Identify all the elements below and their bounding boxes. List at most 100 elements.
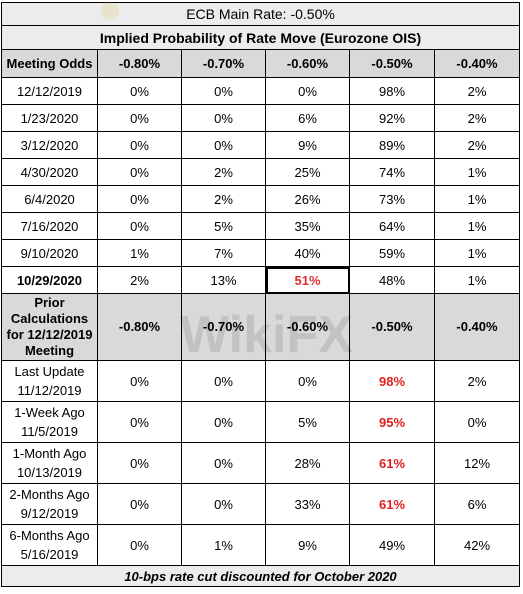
prior-label-line: 11/12/2019 <box>17 383 82 398</box>
rate-header: -0.70% <box>181 49 266 78</box>
probability-cell: 5% <box>265 401 350 443</box>
table-row: 6-Months Ago 5/16/2019 0% 1% 9% 49% 42% <box>1 524 520 566</box>
meeting-date: 10/29/2020 <box>1 266 98 294</box>
table-row: 1-Week Ago 11/5/2019 0% 0% 5% 95% 0% <box>1 401 520 443</box>
rate-header: -0.40% <box>434 293 520 361</box>
probability-cell: 13% <box>181 266 266 294</box>
probability-cell: 1% <box>434 185 520 213</box>
meeting-date: 6/4/2020 <box>1 185 98 213</box>
highlighted-probability-cell: 61% <box>349 483 435 525</box>
probability-cell: 1% <box>97 239 182 267</box>
probability-cell: 0% <box>97 104 182 132</box>
rate-header: -0.60% <box>265 49 350 78</box>
footer-note: 10-bps rate cut discounted for October 2… <box>1 565 520 587</box>
probability-cell: 49% <box>349 524 435 566</box>
prior-label: 6-Months Ago 5/16/2019 <box>1 524 98 566</box>
main-rate-title: ECB Main Rate: -0.50% <box>1 2 520 26</box>
rate-header: -0.60% <box>265 293 350 361</box>
prior-label-line: 1-Month Ago <box>12 446 87 461</box>
probability-cell: 2% <box>434 360 520 402</box>
probability-cell: 28% <box>265 442 350 484</box>
probability-cell: 0% <box>181 442 266 484</box>
prior-label-line: Last Update <box>14 364 85 379</box>
probability-cell: 12% <box>434 442 520 484</box>
probability-cell: 0% <box>181 401 266 443</box>
probability-cell: 1% <box>434 266 520 294</box>
meeting-header-row: Meeting Odds -0.80% -0.70% -0.60% -0.50%… <box>1 49 520 78</box>
rate-header: -0.50% <box>349 293 435 361</box>
prior-label: Last Update 11/12/2019 <box>1 360 98 402</box>
probability-cell: 35% <box>265 212 350 240</box>
probability-cell: 0% <box>97 185 182 213</box>
probability-cell: 1% <box>434 239 520 267</box>
highlighted-probability-cell: 61% <box>349 442 435 484</box>
prior-header-row: Prior Calculations for 12/12/2019 Meetin… <box>1 293 520 361</box>
rate-header: -0.40% <box>434 49 520 78</box>
probability-cell: 73% <box>349 185 435 213</box>
prior-header-line: for 12/12/2019 <box>6 327 93 342</box>
rate-header: -0.70% <box>181 293 266 361</box>
probability-cell: 0% <box>181 483 266 525</box>
prior-label-line: 11/5/2019 <box>21 424 78 439</box>
rate-header: -0.50% <box>349 49 435 78</box>
probability-cell: 59% <box>349 239 435 267</box>
probability-cell: 0% <box>181 104 266 132</box>
rate-probability-table: ECB Main Rate: -0.50% Implied Probabilit… <box>1 2 520 587</box>
meeting-date: 3/12/2020 <box>1 131 98 159</box>
probability-cell: 6% <box>434 483 520 525</box>
probability-cell: 0% <box>97 442 182 484</box>
probability-cell: 9% <box>265 524 350 566</box>
probability-cell: 92% <box>349 104 435 132</box>
probability-cell: 2% <box>434 131 520 159</box>
highlighted-probability-cell: 98% <box>349 360 435 402</box>
probability-cell: 0% <box>181 131 266 159</box>
table-row: 4/30/2020 0% 2% 25% 74% 1% <box>1 158 520 186</box>
probability-cell: 0% <box>181 360 266 402</box>
table-row-highlighted: 10/29/2020 2% 13% 51% 48% 1% <box>1 266 520 294</box>
probability-cell: 2% <box>434 77 520 105</box>
table-row: 7/16/2020 0% 5% 35% 64% 1% <box>1 212 520 240</box>
probability-cell: 0% <box>434 401 520 443</box>
probability-cell: 7% <box>181 239 266 267</box>
probability-cell: 1% <box>434 212 520 240</box>
rate-header: -0.80% <box>97 293 182 361</box>
table-row: 1-Month Ago 10/13/2019 0% 0% 28% 61% 12% <box>1 442 520 484</box>
prior-label-line: 1-Week Ago <box>14 405 85 420</box>
probability-cell: 48% <box>349 266 435 294</box>
probability-cell: 0% <box>97 401 182 443</box>
probability-cell: 0% <box>97 77 182 105</box>
probability-cell: 9% <box>265 131 350 159</box>
probability-cell: 0% <box>97 131 182 159</box>
rate-header: -0.80% <box>97 49 182 78</box>
meeting-date: 1/23/2020 <box>1 104 98 132</box>
prior-label-line: 5/16/2019 <box>20 547 79 562</box>
probability-cell: 2% <box>181 158 266 186</box>
prior-header-line: Calculations <box>10 311 89 326</box>
probability-cell: 0% <box>97 212 182 240</box>
meeting-date: 12/12/2019 <box>1 77 98 105</box>
probability-cell: 33% <box>265 483 350 525</box>
probability-cell: 0% <box>265 360 350 402</box>
probability-cell: 0% <box>97 360 182 402</box>
probability-cell: 89% <box>349 131 435 159</box>
watermark-logo-icon <box>101 2 119 20</box>
table-row: Last Update 11/12/2019 0% 0% 0% 98% 2% <box>1 360 520 402</box>
probability-cell: 2% <box>181 185 266 213</box>
prior-label-line: 9/12/2019 <box>20 506 79 521</box>
table-row: 12/12/2019 0% 0% 0% 98% 2% <box>1 77 520 105</box>
prior-label-line: 6-Months Ago <box>9 528 90 543</box>
table-row: 1/23/2020 0% 0% 6% 92% 2% <box>1 104 520 132</box>
probability-cell: 0% <box>181 77 266 105</box>
table-row: 6/4/2020 0% 2% 26% 73% 1% <box>1 185 520 213</box>
prior-label-line: 2-Months Ago <box>9 487 90 502</box>
probability-cell: 74% <box>349 158 435 186</box>
probability-cell: 5% <box>181 212 266 240</box>
prior-label: 2-Months Ago 9/12/2019 <box>1 483 98 525</box>
table-row: 9/10/2020 1% 7% 40% 59% 1% <box>1 239 520 267</box>
table-row: 3/12/2020 0% 0% 9% 89% 2% <box>1 131 520 159</box>
meeting-date: 4/30/2020 <box>1 158 98 186</box>
probability-cell: 0% <box>97 158 182 186</box>
probability-cell: 42% <box>434 524 520 566</box>
highlighted-probability-cell: 51% <box>265 266 350 294</box>
prior-calculations-header: Prior Calculations for 12/12/2019 Meetin… <box>1 293 98 361</box>
